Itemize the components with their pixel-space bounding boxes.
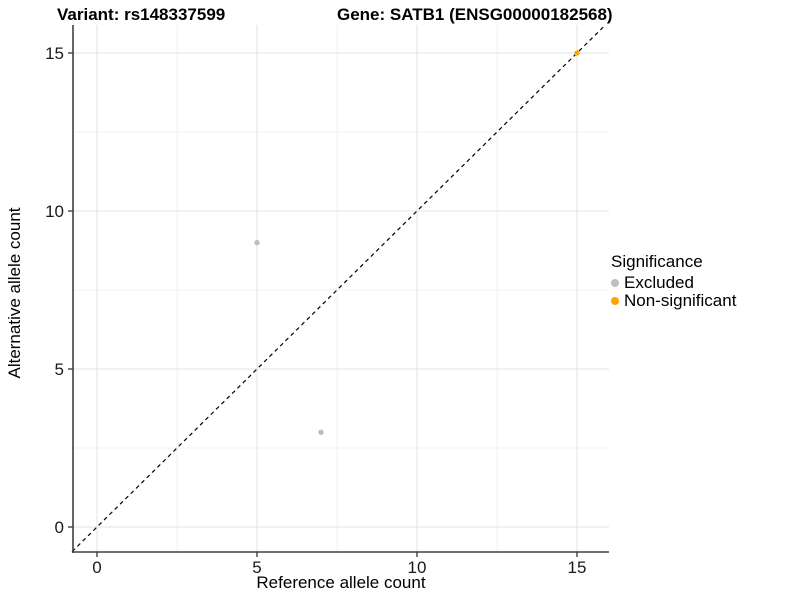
plot-title-variant: Variant: rs148337599 xyxy=(57,5,226,24)
y-tick-label: 0 xyxy=(55,518,64,537)
excluded-dot-icon xyxy=(611,279,619,287)
legend-item-non-significant: Non-significant xyxy=(611,291,737,310)
x-tick-label: 0 xyxy=(92,558,101,577)
y-tick-label: 10 xyxy=(45,202,64,221)
x-tick-label: 5 xyxy=(252,558,261,577)
legend-item-label: Non-significant xyxy=(624,291,737,310)
identity-line xyxy=(71,24,606,553)
legend-item-label: Excluded xyxy=(624,273,694,292)
plot-title-gene: Gene: SATB1 (ENSG00000182568) xyxy=(337,5,613,24)
y-tick-label: 15 xyxy=(45,44,64,63)
x-tick-label: 10 xyxy=(408,558,427,577)
data-point xyxy=(574,50,580,56)
x-tick-label: 15 xyxy=(568,558,587,577)
legend: Significance Excluded Non-significant xyxy=(611,252,736,310)
non-significant-dot-icon xyxy=(611,297,619,305)
legend-item-excluded: Excluded xyxy=(611,273,736,292)
y-tick-label: 5 xyxy=(55,360,64,379)
data-point xyxy=(254,239,260,246)
legend-title: Significance xyxy=(611,252,703,271)
data-point xyxy=(318,429,324,435)
x-axis-title: Reference allele count xyxy=(256,573,426,592)
